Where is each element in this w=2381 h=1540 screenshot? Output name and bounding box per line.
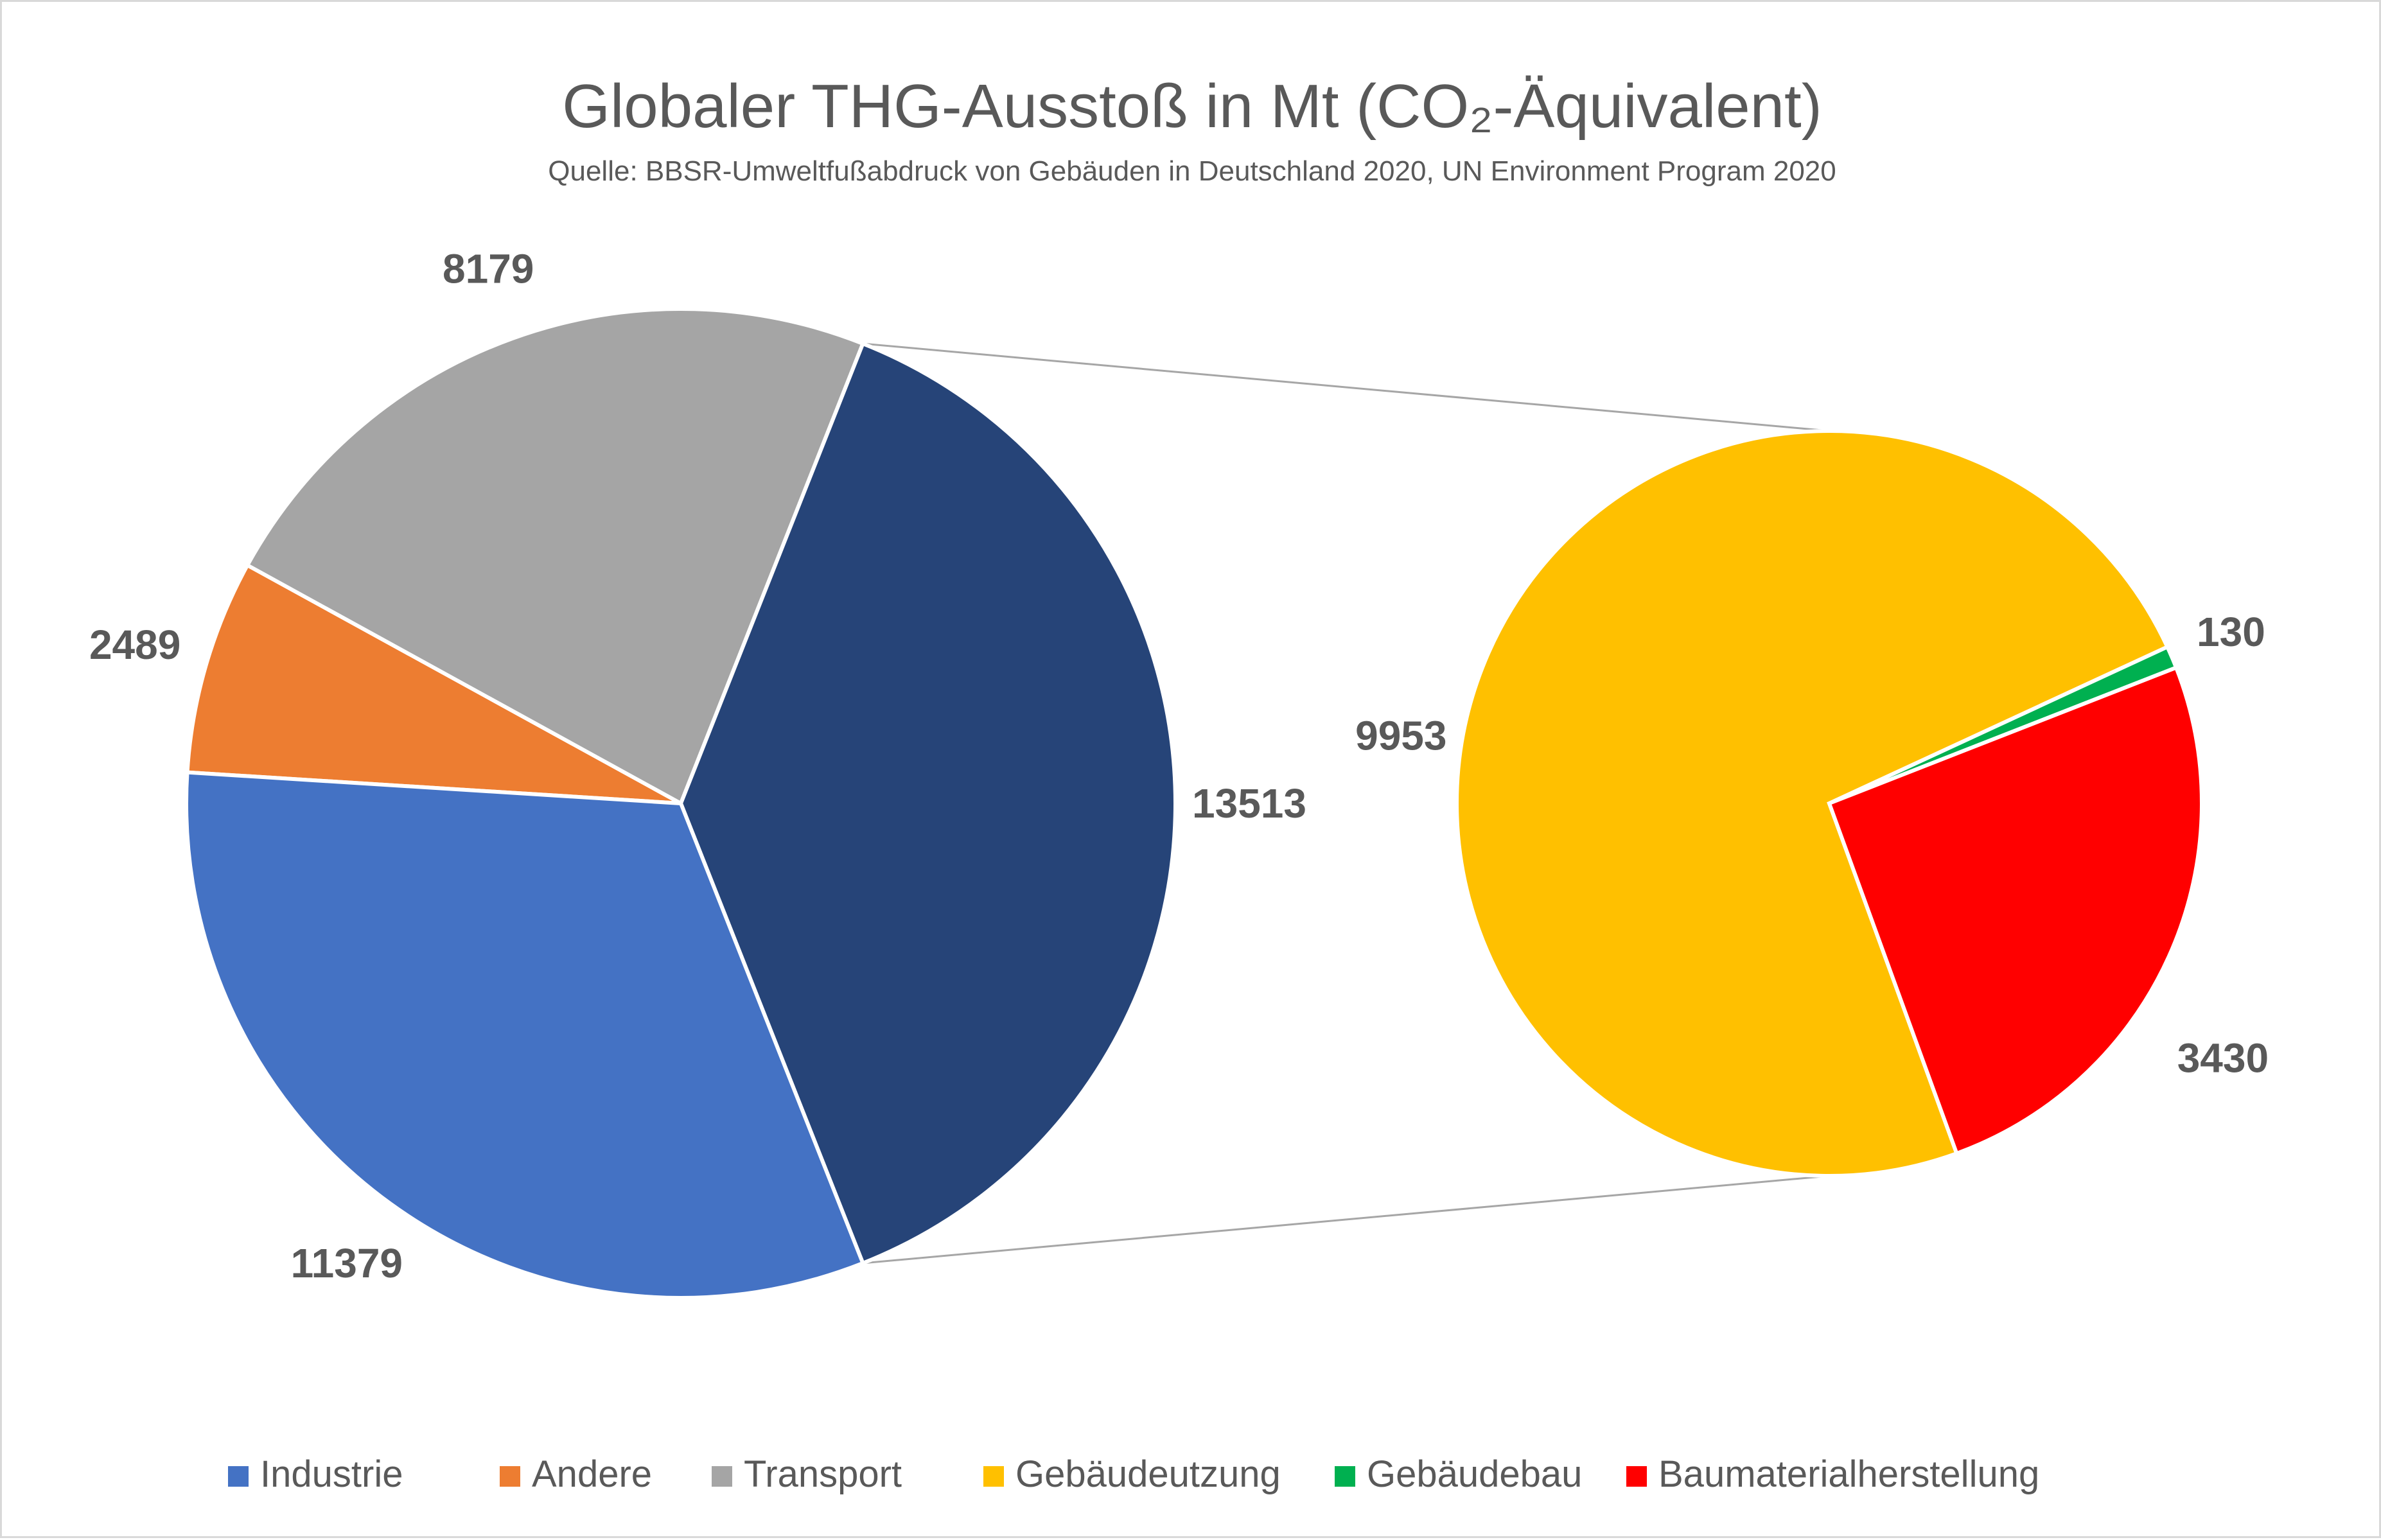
main-pie-labels: 2489 8179 13513 11379 xyxy=(89,245,1306,1286)
legend-swatch-geb-udeutzung xyxy=(983,1466,1004,1487)
main-label-andere: 2489 xyxy=(89,622,180,668)
main-label-geb-ude-combined: 13513 xyxy=(1192,780,1306,827)
connector-lines xyxy=(863,342,1830,1264)
connector-line-top xyxy=(863,342,1830,432)
secondary-pie xyxy=(1455,429,2204,1178)
main-slice-andere xyxy=(185,563,682,805)
connector-line-bottom xyxy=(863,1175,1830,1264)
main-slice-transport xyxy=(245,307,866,807)
legend-label-geb-udeutzung: Gebäudeutzung xyxy=(1015,1453,1281,1495)
secondary-slice-baumaterialherstellung xyxy=(1827,665,2204,1156)
secondary-slice-geb-udeutzung xyxy=(1455,429,2170,1178)
legend-swatch-geb-udebau xyxy=(1335,1466,1355,1487)
legend-label-transport: Transport xyxy=(744,1453,902,1495)
legend-item-geb-udeutzung: Gebäudeutzung xyxy=(983,1453,1281,1495)
main-pie xyxy=(184,307,1177,1300)
secondary-label-baumaterialherstellung: 3430 xyxy=(2177,1035,2269,1081)
legend-item-andere: Andere xyxy=(500,1453,652,1495)
legend-swatch-andere xyxy=(500,1466,520,1487)
secondary-label-geb-udeutzung: 9953 xyxy=(1355,712,1446,758)
main-label-industrie: 11379 xyxy=(291,1240,403,1286)
secondary-label-geb-udebau: 130 xyxy=(2197,609,2265,655)
legend-item-industrie: Industrie xyxy=(228,1453,403,1495)
chart-title: Globaler THG-Ausstoß in Mt (CO₂-Äquivale… xyxy=(562,72,1822,141)
legend-label-geb-udebau: Gebäudebau xyxy=(1367,1453,1582,1495)
legend-swatch-transport xyxy=(712,1466,732,1487)
legend-item-geb-udebau: Gebäudebau xyxy=(1335,1453,1582,1495)
main-slice-geb-ude-combined xyxy=(678,341,1177,1266)
chart-subtitle: Quelle: BBSR-Umweltfußabdruck von Gebäud… xyxy=(548,155,1836,187)
legend-label-industrie: Industrie xyxy=(260,1453,403,1495)
legend-item-baumaterialherstellung: Baumaterialherstellung xyxy=(1626,1453,2039,1495)
legend-item-transport: Transport xyxy=(712,1453,902,1495)
secondary-pie-labels: 9953 130 3430 xyxy=(1355,609,2269,1081)
legend-label-andere: Andere xyxy=(532,1453,652,1495)
legend-swatch-industrie xyxy=(228,1466,249,1487)
main-label-transport: 8179 xyxy=(443,245,534,292)
legend-label-baumaterialherstellung: Baumaterialherstellung xyxy=(1658,1453,2039,1495)
legend: Industrie Andere Transport Gebäudeutzung Geb… xyxy=(228,1453,2039,1495)
main-slice-industrie xyxy=(184,770,866,1300)
legend-swatch-baumaterialherstellung xyxy=(1626,1466,1647,1487)
